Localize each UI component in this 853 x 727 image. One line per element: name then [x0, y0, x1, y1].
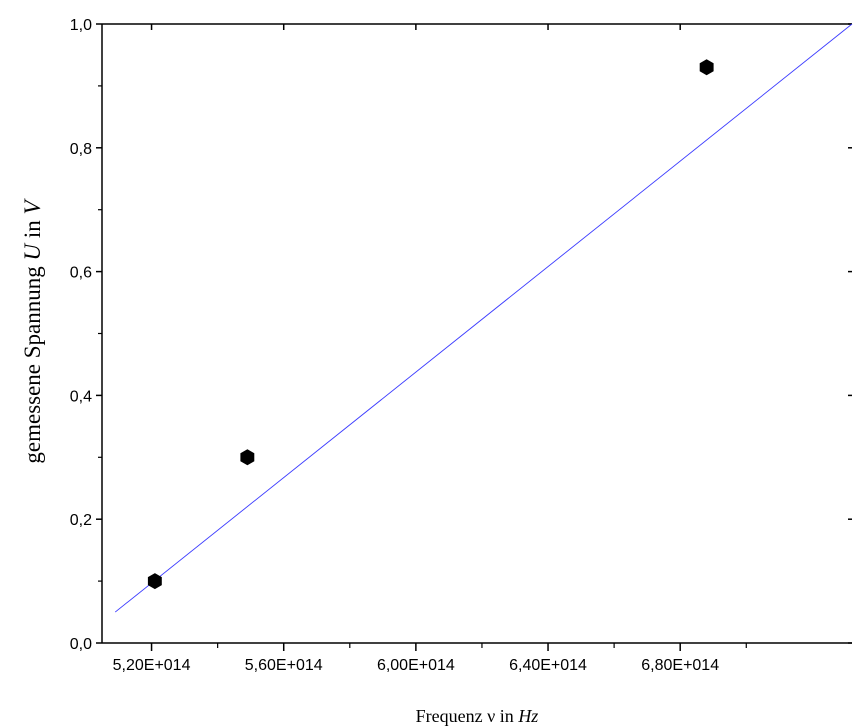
x-axis-title-symbol: ν: [487, 706, 495, 726]
x-tick-label: 6,40E+014: [509, 657, 587, 674]
y-tick-label: 1,0: [70, 17, 92, 34]
y-tick-label: 0,6: [70, 265, 92, 282]
x-tick-label: 6,80E+014: [641, 657, 719, 674]
x-tick-label: 5,60E+014: [245, 657, 323, 674]
fit-line: [114, 23, 853, 613]
data-point: [147, 573, 162, 590]
y-tick-label: 0,8: [70, 141, 92, 158]
data-points: [147, 59, 714, 590]
x-axis-title-unit: Hz: [517, 706, 538, 726]
y-tick-label: 0,4: [70, 388, 92, 405]
x-tick-label: 5,20E+014: [113, 657, 191, 674]
x-axis-title: Frequenz ν in Hz: [416, 706, 539, 726]
y-axis-title-symbol: U: [20, 242, 45, 260]
y-axis-title-mid: in: [20, 214, 45, 243]
x-tick-label: 6,00E+014: [377, 657, 455, 674]
x-axis-title-prefix: Frequenz: [416, 706, 487, 726]
y-axis-title-unit: V: [20, 197, 45, 214]
y-tick-label: 0,0: [70, 636, 92, 653]
data-point: [240, 449, 255, 466]
axes: [101, 23, 852, 644]
x-axis-title-mid: in: [495, 706, 518, 726]
ticks: 0,0 0,2 0,4 0,6 0,8 1,0 5,20E+014 5,60E+014 6,00…: [70, 17, 852, 674]
fit-line-group: [114, 23, 853, 613]
y-axis-title-prefix: gemessene Spannung: [20, 260, 45, 463]
y-tick-label: 0,2: [70, 512, 92, 529]
data-point: [699, 59, 714, 76]
y-axis-title: gemessene Spannung U in V: [20, 197, 45, 463]
